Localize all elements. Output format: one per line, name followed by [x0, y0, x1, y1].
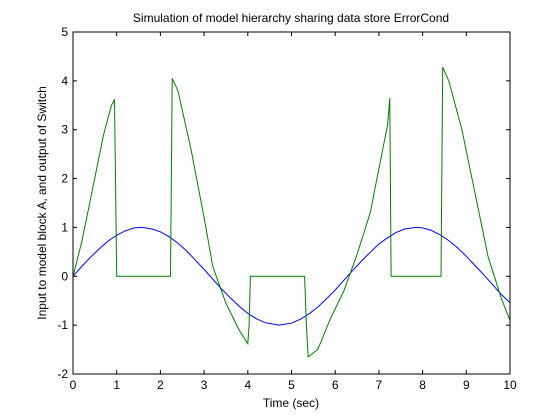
x-tick-label: 1	[113, 378, 120, 392]
x-tick-label: 0	[70, 378, 77, 392]
series-line-1	[72, 226, 511, 326]
x-tick-label: 3	[201, 378, 208, 392]
x-tick-label: 6	[332, 378, 339, 392]
x-tick-label: 4	[244, 378, 251, 392]
x-tick-label: 9	[463, 378, 470, 392]
y-tick-label: -2	[57, 367, 68, 381]
y-axis-label: Input to model block A, and output of Sw…	[35, 86, 49, 319]
x-tick-label: 2	[157, 378, 164, 392]
y-tick-label: 1	[61, 220, 68, 234]
x-tick-label: 8	[419, 378, 426, 392]
y-tick-label: 5	[61, 25, 68, 39]
x-tick-label: 10	[503, 378, 517, 392]
x-axis-label: Time (sec)	[263, 396, 319, 410]
x-tick-label: 5	[288, 378, 295, 392]
y-tick-label: 0	[61, 269, 68, 283]
x-tick-label: 7	[376, 378, 383, 392]
chart-title: Simulation of model hierarchy sharing da…	[133, 11, 449, 25]
y-tick-label: 2	[61, 172, 68, 186]
y-tick-label: 3	[61, 123, 68, 137]
y-tick-label: -1	[57, 318, 68, 332]
series-line-2	[72, 66, 511, 358]
y-tick-label: 4	[61, 74, 68, 88]
